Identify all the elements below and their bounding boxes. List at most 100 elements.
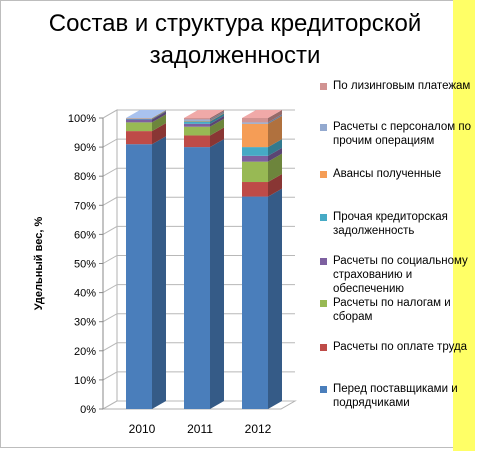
bar-segment: [242, 196, 268, 409]
bar-segment: [126, 122, 152, 132]
legend-item: Расчеты по социальному страхованию и обе…: [320, 254, 480, 296]
bar-segment: [242, 161, 268, 183]
bar-top: [242, 110, 282, 118]
y-tick-label: 60%: [74, 229, 96, 241]
gridline: [102, 196, 295, 206]
bar-segment-side: [210, 127, 224, 148]
legend-item: По лизинговым платежам: [320, 79, 480, 93]
gridline: [102, 313, 295, 323]
bar-segment: [126, 118, 152, 119]
legend-label: Перед поставщиками и подрядчиками: [333, 383, 458, 409]
legend-swatch: [320, 124, 327, 131]
gridline: [102, 167, 295, 177]
bar-segment: [126, 131, 152, 145]
bar-segment: [242, 118, 268, 123]
legend-swatch: [320, 386, 327, 393]
bar-segment-side: [268, 114, 282, 124]
bar-segment: [184, 126, 210, 136]
legend-label: Расчеты с персоналом по прочим операциям: [333, 121, 471, 147]
bar-segment-side: [152, 110, 166, 119]
bar-segment-side: [210, 115, 224, 127]
bar-segment: [184, 119, 210, 121]
y-tick-label: 100%: [68, 113, 96, 125]
bar-segment-side: [268, 147, 282, 162]
legend-item: Расчеты с персоналом по прочим операциям: [320, 120, 480, 148]
legend-swatch: [320, 83, 327, 90]
bar-segment-side: [210, 113, 224, 124]
bar-segment-side: [268, 115, 282, 148]
bar-segment: [126, 144, 152, 409]
legend-label: Прочая кредиторская задолженность: [333, 211, 448, 237]
y-tick-label: 30%: [74, 317, 96, 329]
bar-segment: [242, 122, 268, 124]
x-tick-label: 2010: [129, 422, 156, 436]
bar-segment: [242, 155, 268, 162]
bar-segment: [126, 119, 152, 123]
legend-swatch: [320, 258, 327, 265]
legend-swatch: [320, 300, 327, 307]
gridline: [102, 138, 295, 148]
bar-segment: [126, 118, 152, 119]
bar-segment-side: [210, 118, 224, 136]
legend-label: Расчеты по оплате труда: [333, 341, 468, 353]
gridline: [102, 109, 295, 119]
bar-segment-side: [152, 114, 166, 132]
legend-label: Расчеты по налогам и сборам: [333, 297, 451, 323]
bar-segment-side: [152, 136, 166, 409]
bar-segment-side: [152, 110, 166, 119]
bar-segment: [184, 147, 210, 409]
bar-segment: [184, 118, 210, 120]
bar-segment-side: [210, 112, 224, 122]
bar-segment: [184, 135, 210, 148]
y-tick-label: 20%: [74, 346, 96, 358]
bar-segment-side: [268, 174, 282, 197]
gridline: [102, 342, 295, 352]
gridline: [102, 371, 295, 381]
bar-segment: [184, 120, 210, 122]
y-tick-label: 90%: [74, 142, 96, 154]
y-tick-label: 40%: [74, 288, 96, 300]
bar-segment: [184, 123, 210, 127]
bar-segment: [126, 118, 152, 120]
bar-segment: [242, 182, 268, 197]
x-tick-label: 2012: [245, 422, 272, 436]
y-tick-label: 70%: [74, 200, 96, 212]
gridline: [102, 255, 295, 264]
legend-swatch: [320, 171, 327, 178]
bar-segment-side: [152, 111, 166, 123]
chart-title: Состав и структура кредиторской задолжен…: [48, 10, 422, 69]
bar-segment-side: [268, 110, 282, 123]
legend-label: Авансы полученные: [333, 168, 442, 180]
chart-area: [0, 0, 453, 448]
bar-segment-side: [210, 111, 224, 121]
y-tick-label: 80%: [74, 171, 96, 183]
legend-label: По лизинговым платежам: [333, 80, 471, 92]
bar-segment-side: [152, 123, 166, 145]
legend-label: Расчеты по социальному страхованию и обе…: [333, 255, 468, 295]
legend-item: Прочая кредиторская задолженность: [320, 210, 480, 238]
y-axis-label: Удельный вес, %: [33, 217, 45, 311]
legend-item: Расчеты по оплате труда: [320, 340, 480, 354]
bar-segment-side: [268, 188, 282, 409]
y-tick-label: 10%: [74, 375, 96, 387]
highlight-strip: [453, 0, 475, 451]
bar-segment: [242, 147, 268, 156]
y-tick-label: 50%: [74, 259, 96, 271]
bar-segment: [184, 121, 210, 124]
x-tick-label: 2011: [187, 422, 213, 436]
bar-top: [126, 110, 166, 118]
gridline: [102, 284, 295, 294]
bar-segment-side: [210, 110, 224, 120]
y-tick-label: 0%: [80, 404, 96, 416]
bar-segment-side: [268, 139, 282, 156]
bar-segment-side: [268, 153, 282, 183]
gridline: [102, 225, 295, 235]
bar-segment-side: [152, 110, 166, 120]
gridline: [102, 400, 295, 410]
bar-segment: [242, 123, 268, 148]
legend-item: Расчеты по налогам и сборам: [320, 296, 480, 324]
legend-swatch: [320, 214, 327, 221]
bar-top: [184, 110, 224, 118]
bar-segment-side: [210, 139, 224, 409]
